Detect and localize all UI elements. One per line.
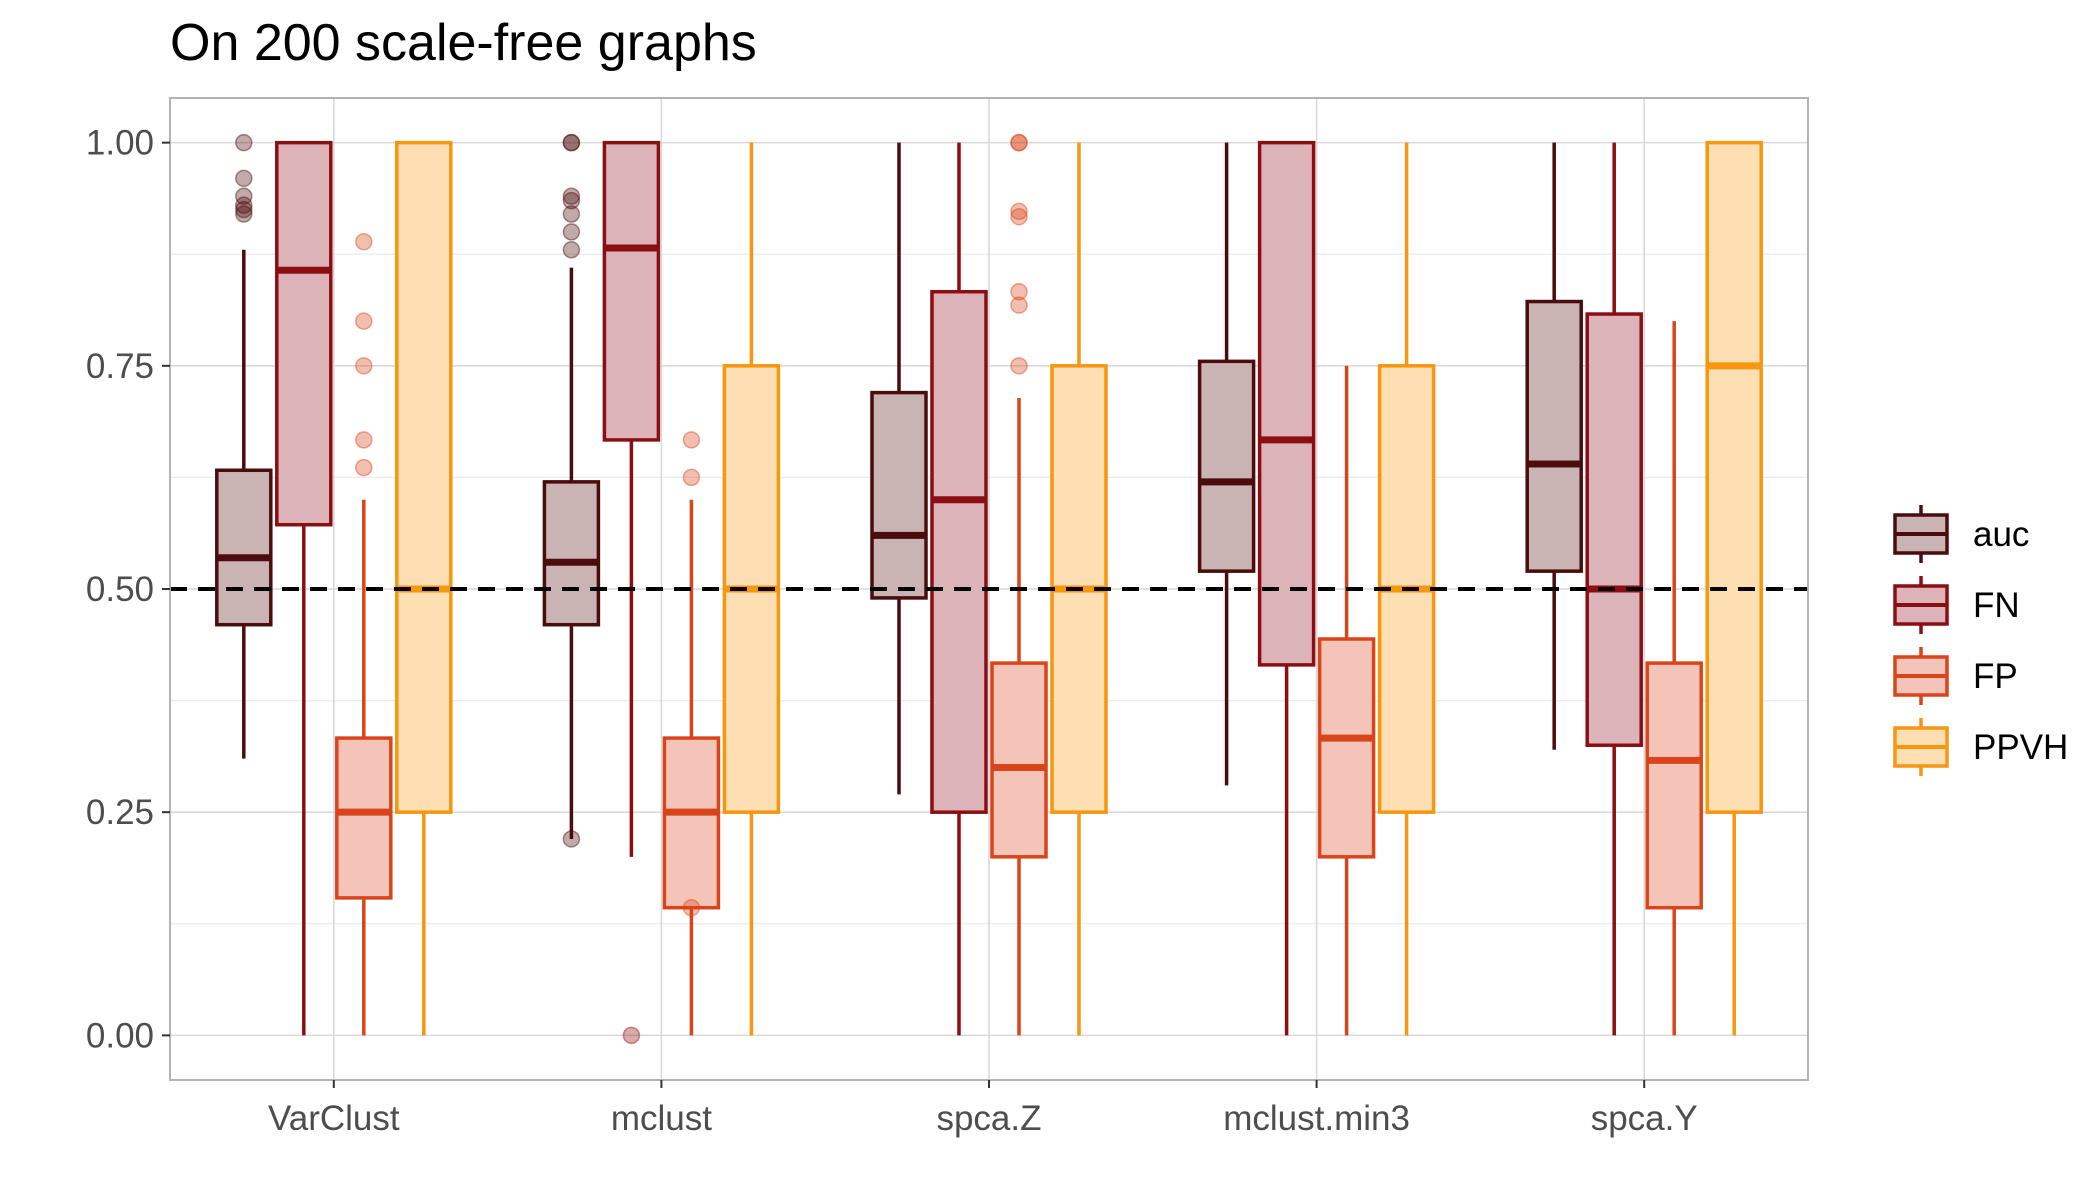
box-body [1645,661,1703,910]
chart-title: On 200 scale-free graphs [170,14,757,72]
x-tick-label: spca.Y [1591,1099,1698,1138]
legend: auc FN FP PPVH [1893,505,2068,776]
box-FP-spca.Y [1645,321,1703,1036]
outlier-point [235,133,253,152]
box-FN-VarClust [275,140,333,1036]
y-tick-label: 0.75 [86,347,154,386]
outlier-point [1010,133,1028,152]
outlier-point [235,187,253,205]
box-PPVH-VarClust [395,140,453,1036]
outlier-point [562,241,581,259]
legend-label: FP [1973,657,2018,696]
outlier-point [562,133,581,152]
box-FN-mclust [602,140,661,1045]
legend-item-FN: FN [1893,576,2020,634]
legend-item-FP: FP [1893,647,2018,705]
outlier-point [622,1026,641,1045]
outlier-point [235,205,253,223]
box-body [275,140,333,527]
outlier-point [1010,202,1028,221]
outlier-point [235,200,253,219]
box-auc-spca.Z [870,142,928,795]
box-body [990,661,1048,859]
box-body [870,390,928,600]
outlier-point [235,196,253,214]
y-tick-label: 0.00 [86,1016,154,1055]
box-body [215,468,273,627]
outlier-point [355,232,373,251]
outlier-point [235,169,253,188]
legend-item-PPVH: PPVH [1893,718,2068,776]
box-FN-mclust.min3 [1257,140,1316,1036]
box-body [602,140,661,442]
legend-label: FN [1973,586,2020,625]
y-tick-label: 0.25 [86,793,154,832]
outlier-point [1010,133,1028,152]
outlier-point [562,205,581,223]
outlier-point [1010,357,1028,375]
x-tick-label: spca.Z [936,1099,1041,1138]
outlier-point [562,187,581,205]
outlier-point [562,223,581,241]
outlier-point [682,431,701,449]
outlier-point [355,431,373,449]
legend-label: PPVH [1973,728,2068,767]
box-FP-mclust.min3 [1317,365,1376,1036]
outlier-point [562,830,581,848]
box-body [542,480,601,627]
box-body [1257,140,1316,667]
legend-label: auc [1973,515,2029,554]
box-body [1317,637,1376,859]
outlier-point [355,312,373,330]
box-FN-spca.Y [1585,142,1643,1036]
box-body [1705,140,1763,814]
box-FP-spca.Z [990,133,1048,1036]
y-tick-label: 0.50 [86,570,154,609]
box-auc-mclust [542,133,601,848]
box-auc-VarClust [215,133,273,759]
box-PPVH-spca.Y [1705,140,1763,1036]
box-body [395,140,453,814]
box-FN-spca.Z [930,142,988,1036]
box-FP-VarClust [335,232,393,1036]
box-body [1197,359,1256,573]
x-tick-label: mclust.min3 [1223,1099,1410,1138]
y-tick-label: 1.00 [86,124,154,163]
box-auc-mclust.min3 [1197,142,1256,786]
outlier-point [1010,282,1028,301]
box-auc-spca.Y [1525,142,1583,750]
x-tick-label: mclust [611,1099,712,1138]
box-body [335,736,393,900]
outlier-point [562,191,581,210]
box-body [1525,299,1583,573]
box-FP-mclust [662,431,721,1036]
outlier-point [682,898,701,917]
box-body [930,289,988,814]
outlier-point [562,133,581,152]
outlier-point [1010,207,1028,226]
outlier-point [682,468,701,487]
outlier-point [1010,296,1028,314]
plot-area: 0.00 0.25 0.50 0.75 1.00 VarClust mclust spca.Z… [86,97,1809,1138]
box-body [1585,312,1643,747]
box-body [662,736,721,910]
outlier-point [355,357,373,375]
outlier-point [355,458,373,477]
x-tick-label: VarClust [268,1099,400,1138]
legend-item-auc: auc [1893,505,2029,563]
